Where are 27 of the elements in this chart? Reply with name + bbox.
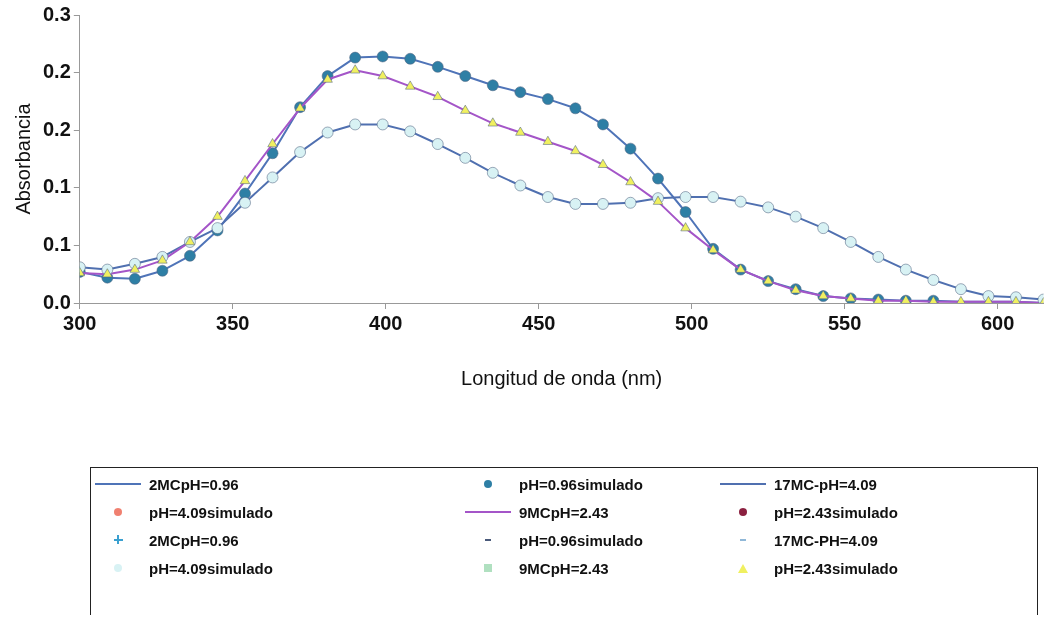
legend-label: pH=0.96simulado bbox=[519, 531, 643, 549]
x-axis-title: Longitud de onda (nm) bbox=[461, 366, 663, 389]
legend-label: 2MCpH=0.96 bbox=[149, 531, 239, 549]
y-tick-label: 0.1 bbox=[42, 232, 71, 255]
y-tick-label: 0.2 bbox=[42, 60, 71, 83]
x-tick-label: 500 bbox=[674, 311, 709, 334]
y-tick-label: 0.2 bbox=[42, 117, 71, 140]
legend-label: 2MCpH=0.96 bbox=[149, 475, 239, 493]
x-tick-label: 300 bbox=[63, 311, 97, 334]
x-tick-label: 450 bbox=[522, 311, 556, 334]
legend-label: 9MCpH=2.43 bbox=[519, 503, 609, 521]
y-tick-label: 0.1 bbox=[42, 175, 71, 198]
legend-label: pH=4.09simulado bbox=[149, 559, 273, 577]
legend-label: pH=2.43simulado bbox=[774, 503, 898, 521]
legend-label: pH=0.96simulado bbox=[519, 475, 643, 493]
legend-label: pH=4.09simulado bbox=[149, 503, 273, 521]
y-tick-label: 0.0 bbox=[42, 290, 71, 313]
legend-label: pH=2.43simulado bbox=[774, 559, 898, 577]
x-tick-label: 600 bbox=[980, 311, 1015, 334]
legend-label: 17MC-pH=4.09 bbox=[774, 475, 877, 493]
x-tick-label: 550 bbox=[827, 311, 862, 334]
x-tick-label: 400 bbox=[369, 311, 403, 334]
legend-label: 17MC-PH=4.09 bbox=[774, 531, 878, 549]
x-tick-label: 350 bbox=[216, 311, 250, 334]
y-axis-title: Absorbancia bbox=[11, 102, 34, 215]
legend-label: 9MCpH=2.43 bbox=[519, 559, 609, 577]
y-tick-label: 0.3 bbox=[42, 2, 71, 25]
